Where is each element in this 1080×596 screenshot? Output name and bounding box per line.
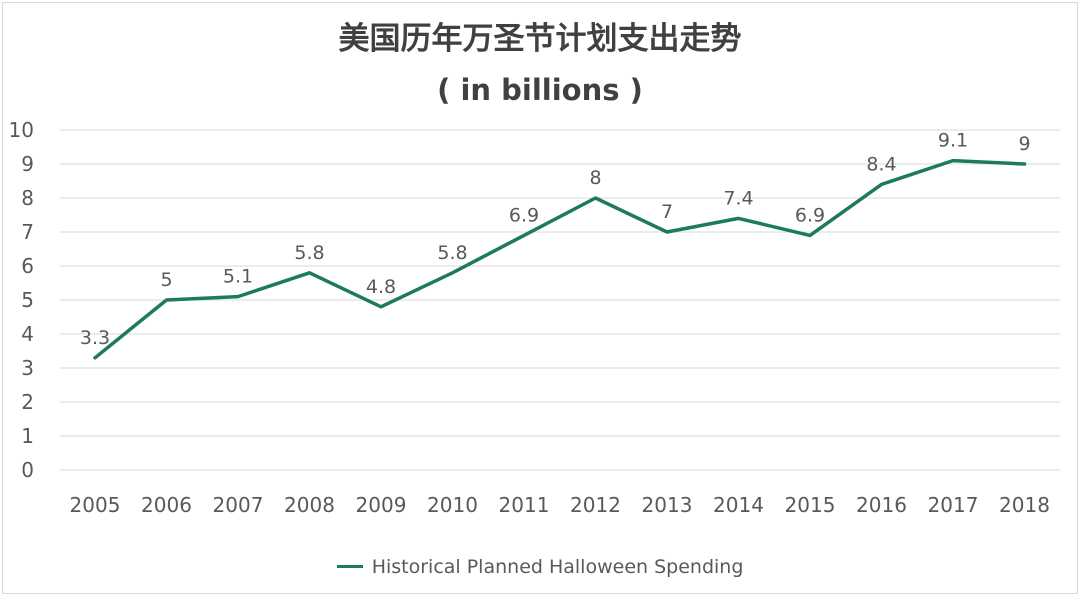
data-label: 9	[1018, 133, 1030, 155]
legend-swatch	[336, 564, 363, 568]
series-line-group	[93, 158, 1027, 360]
x-axis-ticks: 2005 2006 2007 2008 2009 2010 2011 2012 2013 2014…	[70, 493, 1050, 517]
data-point	[595, 197, 596, 199]
data-label: 4.8	[366, 276, 396, 298]
y-tick-label: 0	[21, 458, 34, 482]
gridlines	[60, 129, 1060, 471]
data-label: 8	[589, 167, 601, 189]
data-point	[738, 217, 739, 219]
legend: Historical Planned Halloween Spending	[0, 556, 1080, 578]
data-label: 8.4	[866, 153, 896, 175]
data-point	[952, 160, 954, 162]
data-label: 5.8	[437, 242, 467, 264]
data-point	[452, 272, 453, 274]
chart-subtitle: ( in billions )	[437, 73, 643, 107]
y-tick-label: 9	[21, 152, 34, 176]
data-label: 7	[661, 201, 673, 223]
data-point	[1024, 163, 1025, 165]
data-point	[523, 234, 525, 236]
y-tick-label: 8	[21, 186, 34, 210]
y-tick-label: 7	[21, 220, 34, 244]
data-point	[237, 296, 239, 298]
data-point	[380, 306, 382, 308]
data-label: 6.9	[509, 204, 539, 226]
data-label: 9.1	[938, 130, 968, 152]
y-tick-label: 2	[21, 390, 34, 414]
data-labels: 3.3 5 5.1 5.8 4.8 5.8 6.9 8 7 7.4 6.9 8.4 9.1 9	[80, 130, 1031, 349]
y-tick-label: 5	[21, 288, 34, 312]
data-point	[166, 299, 167, 301]
series-line	[93, 158, 1027, 360]
x-tick-label: 2008	[284, 493, 335, 517]
data-point	[309, 272, 310, 274]
data-label: 5.1	[223, 266, 253, 288]
data-label: 5.8	[294, 242, 324, 264]
x-tick-label: 2017	[928, 493, 979, 517]
data-label: 6.9	[795, 204, 825, 226]
y-axis-ticks: 0 1 2 3 4 5 6 7 8 9 10	[9, 118, 34, 482]
data-label: 7.4	[723, 187, 753, 209]
data-label: 5	[160, 269, 172, 291]
data-label: 3.3	[80, 327, 110, 349]
x-tick-label: 2011	[499, 493, 550, 517]
y-tick-label: 10	[9, 118, 34, 142]
x-tick-label: 2012	[570, 493, 621, 517]
y-tick-label: 3	[21, 356, 34, 380]
data-point	[809, 234, 811, 236]
x-tick-label: 2013	[642, 493, 693, 517]
x-tick-label: 2015	[785, 493, 836, 517]
x-tick-label: 2006	[141, 493, 192, 517]
x-tick-label: 2005	[70, 493, 121, 517]
y-tick-label: 1	[21, 424, 34, 448]
y-tick-label: 4	[21, 322, 34, 346]
x-tick-label: 2010	[427, 493, 478, 517]
data-point	[881, 183, 882, 185]
chart-title: 美国历年万圣节计划支出走势	[338, 21, 742, 57]
data-point	[94, 357, 96, 359]
y-tick-label: 6	[21, 254, 34, 278]
data-point	[666, 231, 668, 233]
legend-label: Historical Planned Halloween Spending	[371, 556, 744, 578]
x-tick-label: 2018	[999, 493, 1050, 517]
x-tick-label: 2014	[713, 493, 764, 517]
x-tick-label: 2007	[213, 493, 264, 517]
x-tick-label: 2009	[356, 493, 407, 517]
x-tick-label: 2016	[856, 493, 907, 517]
